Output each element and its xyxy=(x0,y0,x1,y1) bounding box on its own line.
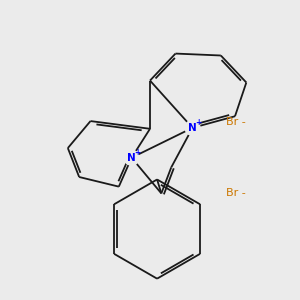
Text: +: + xyxy=(195,118,201,127)
Text: +: + xyxy=(134,148,140,157)
Text: Br -: Br - xyxy=(226,116,246,127)
Text: Br -: Br - xyxy=(226,188,246,199)
Circle shape xyxy=(185,120,200,135)
Text: N: N xyxy=(188,123,197,133)
Text: N: N xyxy=(127,153,136,163)
Circle shape xyxy=(124,150,139,165)
